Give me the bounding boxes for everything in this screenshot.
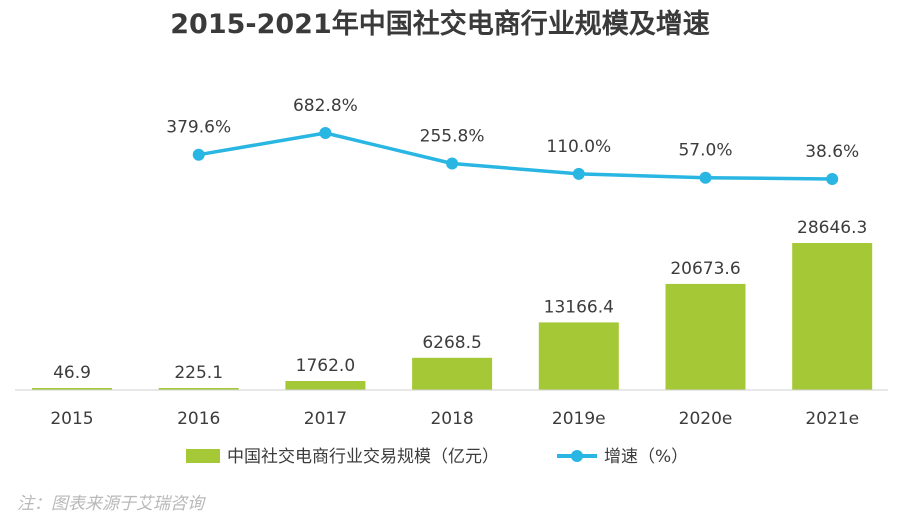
legend: 中国社交电商行业交易规模（亿元） 增速（%） — [186, 447, 688, 467]
x-tick-2016: 2016 — [177, 409, 220, 429]
legend-label-bar: 中国社交电商行业交易规模（亿元） — [227, 447, 499, 467]
line-series — [192, 127, 839, 185]
legend-swatch-bar — [186, 449, 220, 463]
legend-swatch-marker — [571, 450, 583, 462]
chart-title: 2015-2021年中国社交电商行业规模及增速 — [170, 8, 710, 40]
bar-2020e — [665, 283, 746, 390]
growth-label-2017: 682.8% — [293, 96, 358, 116]
growth-point-2020e — [699, 171, 712, 184]
growth-label-2020e: 57.0% — [678, 141, 732, 161]
growth-point-2019e — [572, 167, 585, 180]
bar-label-2018: 6268.5 — [422, 333, 481, 353]
x-tick-2017: 2017 — [304, 409, 347, 429]
growth-point-2017 — [319, 127, 332, 139]
bar-2021e — [792, 243, 873, 390]
bar-value-labels: 46.9 225.1 1762.0 6268.5 13166.4 20673.6 28646… — [53, 218, 867, 383]
x-tick-2020e: 2020e — [679, 409, 733, 429]
bar-label-2021e: 28646.3 — [797, 218, 867, 238]
bar-2015 — [32, 388, 112, 390]
growth-label-2019e: 110.0% — [546, 137, 611, 157]
bar-series — [32, 243, 873, 390]
bar-label-2019e: 13166.4 — [544, 297, 614, 317]
growth-label-2021e: 38.6% — [805, 142, 859, 162]
bar-label-2016: 225.1 — [174, 363, 223, 383]
growth-point-2016 — [192, 148, 205, 161]
x-tick-2021e: 2021e — [805, 409, 859, 429]
growth-line — [196, 131, 834, 181]
x-tick-2015: 2015 — [50, 409, 93, 429]
bar-2019e — [538, 322, 619, 390]
bar-2017 — [285, 381, 366, 390]
bar-label-2015: 46.9 — [53, 363, 91, 383]
growth-point-2021e — [826, 173, 839, 185]
growth-label-2018: 255.8% — [420, 127, 485, 147]
line-value-labels: 379.6% 682.8% 255.8% 110.0% 57.0% 38.6% — [166, 96, 859, 162]
bar-2018 — [412, 357, 493, 390]
bar-2016 — [158, 388, 239, 390]
x-tick-2018: 2018 — [430, 409, 473, 429]
bar-label-2017: 1762.0 — [296, 356, 355, 376]
legend-label-line: 增速（%） — [604, 447, 688, 467]
growth-label-2016: 379.6% — [166, 118, 231, 138]
footnote: 注：图表来源于艾瑞咨询 — [17, 494, 206, 514]
growth-point-2018 — [446, 157, 459, 170]
x-tick-2019e: 2019e — [552, 409, 606, 429]
x-axis-tick-labels: 2015 2016 2017 2018 2019e 2020e 2021e — [50, 409, 859, 429]
bar-label-2020e: 20673.6 — [670, 259, 740, 279]
